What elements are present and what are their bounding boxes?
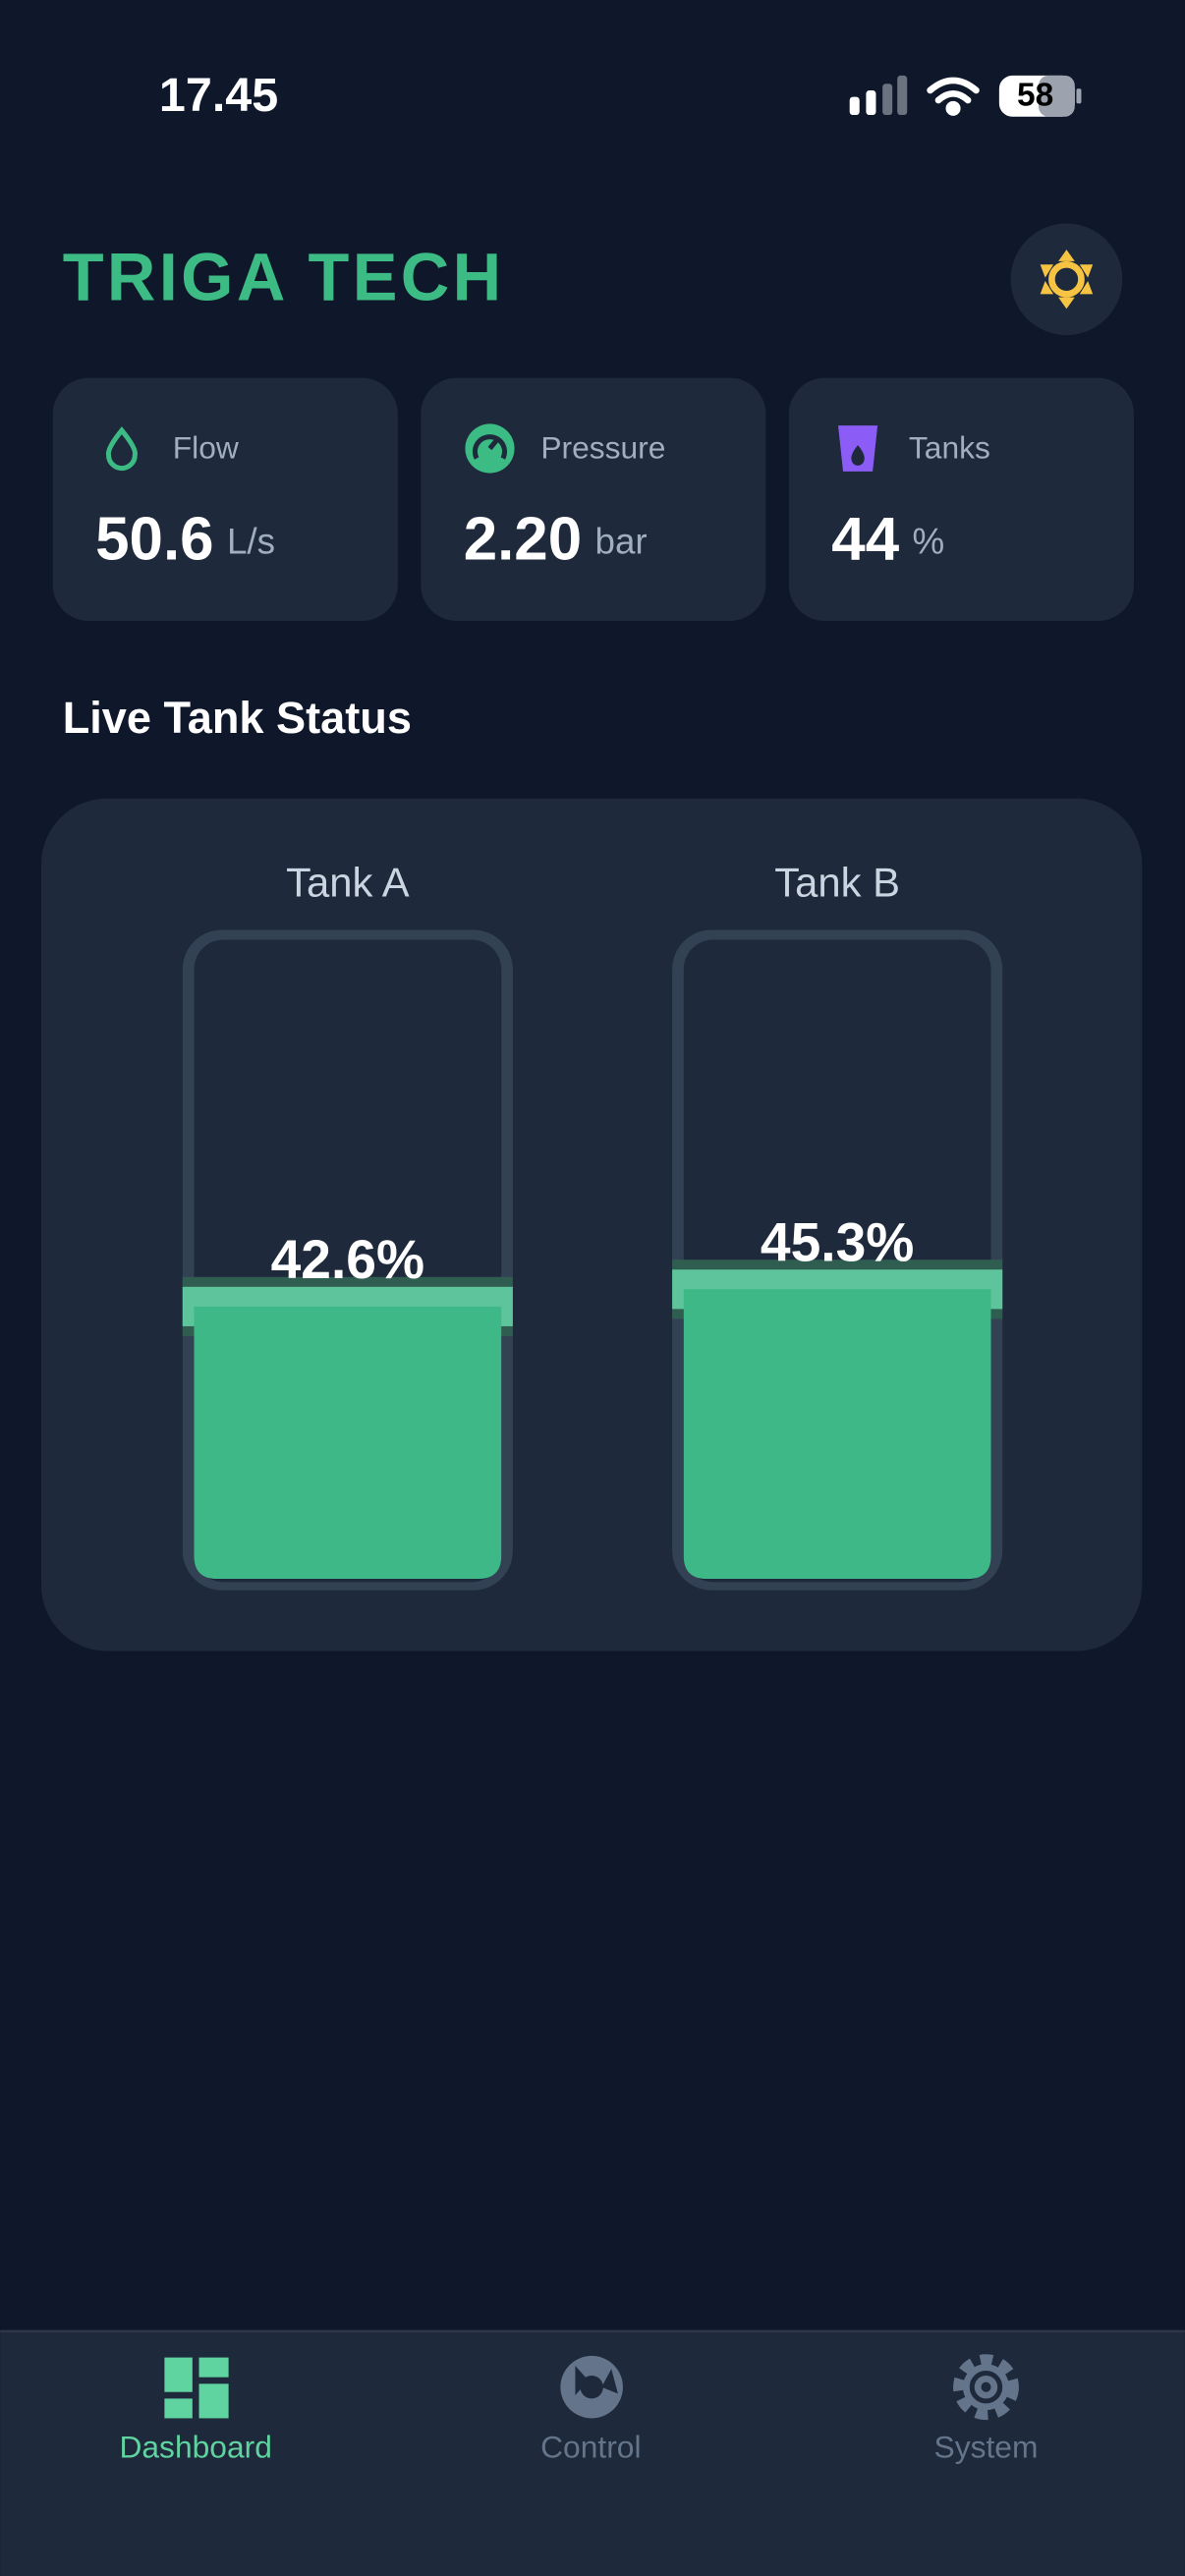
metric-card: [52, 377, 398, 622]
tank-name: Tank B: [774, 859, 900, 905]
wifi-icon: [927, 77, 980, 116]
battery-level: 58: [1017, 77, 1053, 113]
nav-label[interactable]: System: [934, 2430, 1039, 2465]
metric-value: 44%: [831, 506, 944, 574]
metric-number: 44: [831, 506, 899, 574]
metric-number: 50.6: [95, 506, 213, 574]
logo: TRIGA TECH: [63, 240, 505, 315]
metric-label: Tanks: [909, 430, 990, 466]
control-icon: [560, 2355, 623, 2419]
tank-icon-drop: [851, 445, 865, 466]
metric-unit: %: [912, 521, 944, 561]
tank-fill: [683, 1289, 991, 1579]
battery-tip: [1076, 88, 1082, 104]
dashboard-icon: [164, 2357, 229, 2419]
metric-card: [788, 377, 1134, 622]
system-icon: [953, 2354, 1019, 2421]
metric-number: 2.20: [464, 506, 582, 574]
signal-icon: [849, 75, 908, 116]
metric-label: Flow: [173, 430, 240, 466]
metric-unit: bar: [595, 521, 648, 561]
metric-card: [421, 377, 766, 622]
nav-label[interactable]: Dashboard: [119, 2430, 271, 2465]
metric-unit: L/s: [227, 521, 275, 561]
metric-label: Pressure: [540, 430, 665, 466]
battery-empty: [1039, 75, 1075, 117]
tank-name: Tank A: [286, 859, 410, 905]
metric-value: 2.20 bar: [464, 506, 648, 574]
tank-level-label: 45.3%: [761, 1211, 914, 1272]
metric-value: 50.6 L/s: [95, 506, 275, 574]
section-title: Live Tank Status: [63, 693, 412, 743]
status-time: 17.45: [159, 69, 278, 122]
nav-label[interactable]: Control: [540, 2430, 641, 2465]
pressure-needle: [472, 434, 508, 460]
tank-fill: [194, 1306, 502, 1579]
flow-icon: [105, 426, 138, 472]
tank-level-label: 42.6%: [271, 1229, 424, 1290]
theme-toggle[interactable]: [1010, 223, 1123, 336]
